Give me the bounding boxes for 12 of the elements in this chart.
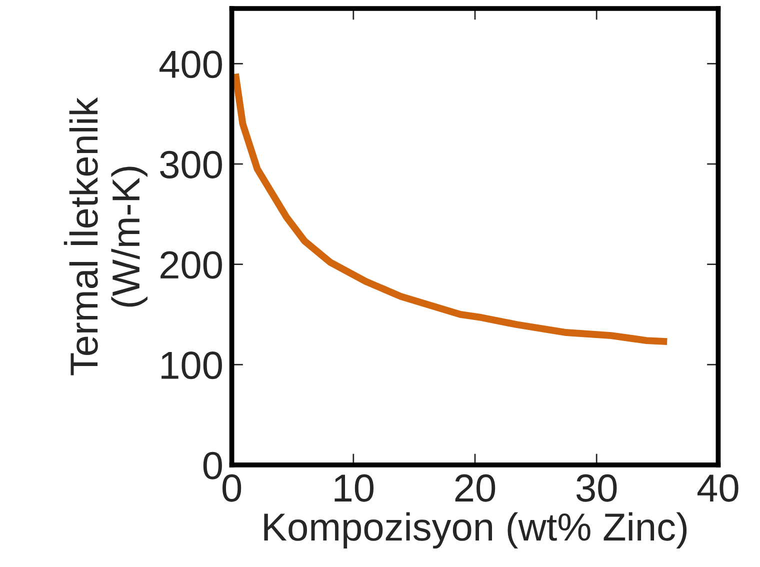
x-tick-label: 10 bbox=[334, 474, 374, 502]
x-tick-label: 30 bbox=[576, 474, 617, 502]
x-tick-label: 40 bbox=[697, 474, 738, 502]
y-tick-label: 100 bbox=[162, 352, 222, 380]
y-tick-label: 300 bbox=[160, 150, 222, 178]
y-tick-label: 400 bbox=[159, 50, 222, 78]
y-axis-title: Termal İletkenlik (W/m-K) bbox=[64, 97, 148, 376]
y-tick-label: 0 bbox=[203, 452, 222, 480]
y-tick-label: 200 bbox=[160, 251, 222, 279]
x-axis-title: Kompozisyon (wt% Zinc) bbox=[264, 512, 687, 549]
x-tick-label: 0 bbox=[222, 474, 242, 502]
x-tick-label: 20 bbox=[455, 474, 496, 502]
